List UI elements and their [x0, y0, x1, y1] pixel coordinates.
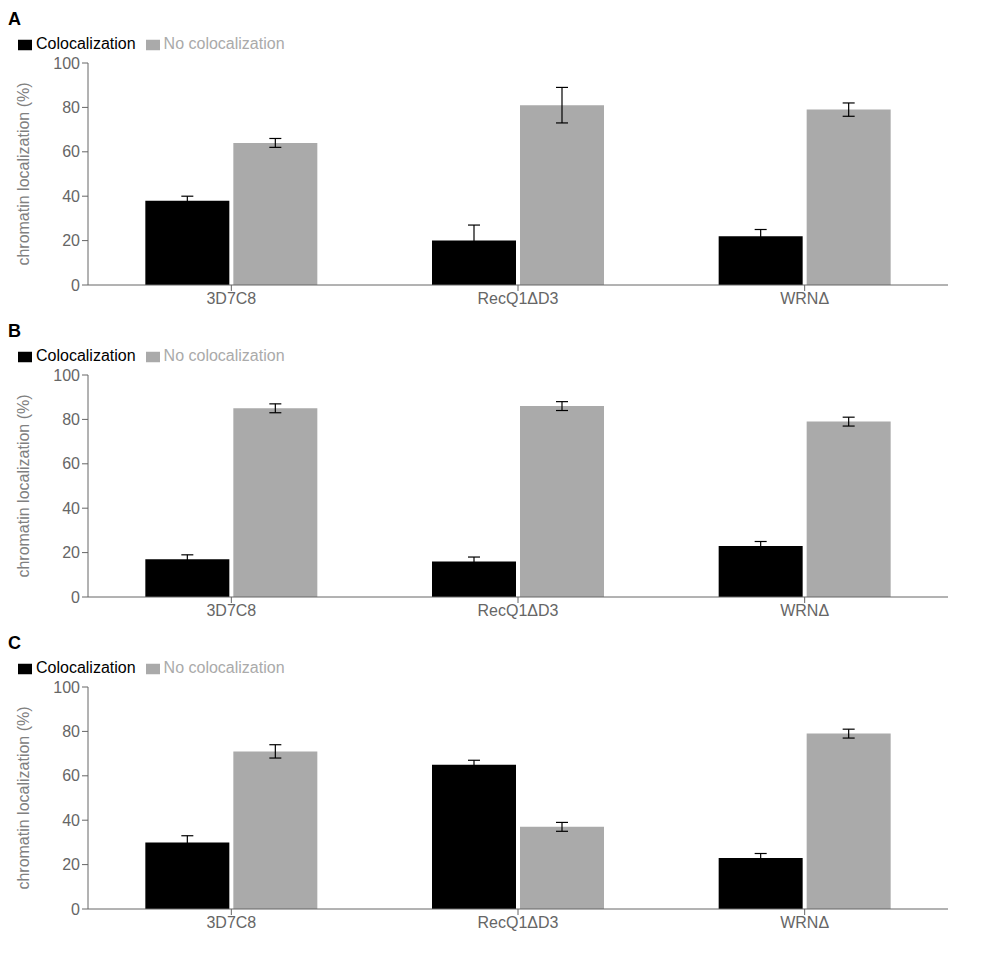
html-text:Colocalization: Colocalization [36, 35, 136, 52]
svg-text:3D7C8: 3D7C8 [206, 290, 256, 307]
html-text:B: B [8, 321, 21, 341]
svg-text:60: 60 [62, 767, 80, 784]
svg-text:RecQ1ΔD3: RecQ1ΔD3 [478, 914, 559, 931]
svg-text:RecQ1ΔD3: RecQ1ΔD3 [478, 290, 559, 307]
svg-text:3D7C8: 3D7C8 [206, 602, 256, 619]
svg-text:60: 60 [62, 455, 80, 472]
svg-text:20: 20 [62, 856, 80, 873]
svg-text:40: 40 [62, 500, 80, 517]
svg-text:100: 100 [53, 55, 80, 72]
svg-text:40: 40 [62, 188, 80, 205]
svg-text:WRNΔ: WRNΔ [780, 602, 829, 619]
svg-text:WRNΔ: WRNΔ [780, 914, 829, 931]
svg-text:20: 20 [62, 232, 80, 249]
svg-text:0: 0 [71, 901, 80, 918]
svg-text:80: 80 [62, 411, 80, 428]
html-text:Colocalization: Colocalization [36, 659, 136, 676]
html-text:No colocalization: No colocalization [163, 659, 285, 676]
html-text:C: C [8, 633, 21, 653]
svg-text:0: 0 [71, 277, 80, 294]
svg-text:60: 60 [62, 143, 80, 160]
svg-text:RecQ1ΔD3: RecQ1ΔD3 [478, 602, 559, 619]
svg-text:80: 80 [62, 723, 80, 740]
svg-text:3D7C8: 3D7C8 [206, 914, 256, 931]
svg-text:80: 80 [62, 99, 80, 116]
html-text:A: A [8, 9, 21, 29]
svg-text:chromatin localization (%): chromatin localization (%) [15, 82, 32, 265]
svg-text:100: 100 [53, 367, 80, 384]
svg-text:WRNΔ: WRNΔ [780, 290, 829, 307]
svg-text:0: 0 [71, 589, 80, 606]
svg-text:20: 20 [62, 544, 80, 561]
html-text:No colocalization: No colocalization [163, 35, 285, 52]
html-text:Colocalization: Colocalization [36, 347, 136, 364]
svg-text:100: 100 [53, 679, 80, 696]
svg-text:40: 40 [62, 812, 80, 829]
svg-text:chromatin localization (%): chromatin localization (%) [15, 706, 32, 889]
svg-text:chromatin localization (%): chromatin localization (%) [15, 394, 32, 577]
html-text:No colocalization: No colocalization [163, 347, 285, 364]
